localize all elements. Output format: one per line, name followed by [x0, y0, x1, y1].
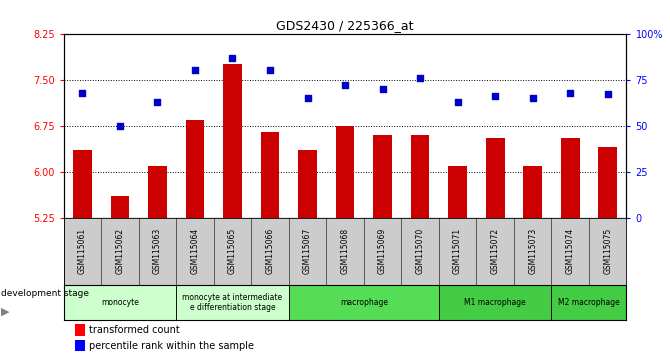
Point	[115, 123, 125, 129]
Text: GSM115071: GSM115071	[453, 228, 462, 274]
Bar	[148, 166, 167, 218]
Text: GSM115067: GSM115067	[303, 228, 312, 274]
Text: GSM115070: GSM115070	[415, 228, 425, 274]
Point	[565, 90, 576, 95]
Point	[152, 99, 163, 104]
Text: GSM115074: GSM115074	[565, 228, 575, 274]
Bar	[289, 285, 439, 320]
Text: macrophage: macrophage	[340, 298, 388, 307]
Point	[377, 86, 388, 92]
Point	[602, 92, 613, 97]
Bar	[486, 138, 505, 218]
Bar	[298, 150, 317, 218]
Bar	[186, 120, 204, 218]
Text: percentile rank within the sample: percentile rank within the sample	[89, 341, 254, 350]
Text: development stage: development stage	[1, 289, 88, 298]
Text: GSM115075: GSM115075	[603, 228, 612, 274]
Bar	[64, 285, 176, 320]
Text: transformed count: transformed count	[89, 325, 180, 335]
Bar	[561, 138, 580, 218]
Text: M1 macrophage: M1 macrophage	[464, 298, 526, 307]
Point	[340, 82, 350, 88]
Bar	[448, 166, 467, 218]
Text: GSM115064: GSM115064	[190, 228, 200, 274]
Text: GSM115062: GSM115062	[115, 228, 125, 274]
Text: GSM115073: GSM115073	[528, 228, 537, 274]
Bar	[261, 132, 279, 218]
Bar	[439, 285, 551, 320]
Text: ▶: ▶	[1, 307, 9, 316]
Point	[302, 95, 313, 101]
Point	[77, 90, 88, 95]
Point	[527, 95, 538, 101]
Bar	[523, 166, 542, 218]
Point	[190, 68, 200, 73]
Bar	[75, 339, 85, 351]
Bar	[411, 135, 429, 218]
Title: GDS2430 / 225366_at: GDS2430 / 225366_at	[276, 19, 414, 33]
Text: GSM115063: GSM115063	[153, 228, 162, 274]
Text: GSM115065: GSM115065	[228, 228, 237, 274]
Text: monocyte at intermediate
e differentiation stage: monocyte at intermediate e differentiati…	[182, 293, 283, 312]
Bar	[111, 196, 129, 218]
Text: monocyte: monocyte	[101, 298, 139, 307]
Bar	[75, 324, 85, 336]
Text: M2 macrophage: M2 macrophage	[558, 298, 620, 307]
Point	[227, 55, 238, 61]
Bar	[373, 135, 392, 218]
Point	[490, 93, 500, 99]
Bar	[223, 64, 242, 218]
Text: GSM115068: GSM115068	[340, 228, 350, 274]
Point	[265, 68, 275, 73]
Text: GSM115066: GSM115066	[265, 228, 275, 274]
Bar	[73, 150, 92, 218]
Point	[415, 75, 425, 81]
Bar	[336, 126, 354, 218]
Point	[452, 99, 463, 104]
Bar	[551, 285, 626, 320]
Text: GSM115061: GSM115061	[78, 228, 87, 274]
Text: GSM115072: GSM115072	[490, 228, 500, 274]
Bar	[598, 147, 617, 218]
Bar	[176, 285, 289, 320]
Text: GSM115069: GSM115069	[378, 228, 387, 274]
